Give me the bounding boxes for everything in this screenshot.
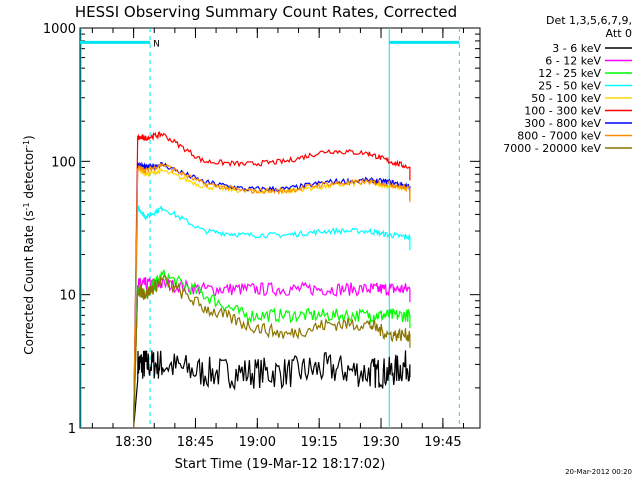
y-tick-label: 10 <box>59 289 76 304</box>
legend-label: 25 - 50 keV <box>538 80 601 93</box>
x-tick-label: 18:45 <box>177 435 214 450</box>
x-tick-label: 19:30 <box>362 435 399 450</box>
series-line <box>133 165 411 428</box>
y-axis-label-part: Corrected Count Rate (s <box>22 210 36 354</box>
legend-title: Det 1,3,5,6,7,9, <box>546 14 632 27</box>
legend-subtitle: Att 0 <box>606 27 632 40</box>
x-tick-label: 19:45 <box>424 435 461 450</box>
y-axis-label-part: detector <box>22 148 36 203</box>
y-axis-label-sup: -1 <box>22 202 31 210</box>
series-line <box>133 350 411 428</box>
series-line <box>133 276 411 428</box>
series-line <box>133 161 411 428</box>
plot-area: 1 10 100 1000 18:30 18:45 19:00 19:15 19:30 19:45… <box>43 22 481 450</box>
y-axis-label-sup: -1 <box>22 140 31 148</box>
series-line <box>133 131 411 428</box>
y-tick-label: 1 <box>68 422 76 437</box>
series-line <box>133 205 411 428</box>
y-tick-label: 1000 <box>43 22 76 37</box>
y-axis-label-part: ) <box>22 135 36 140</box>
series-line <box>133 274 411 428</box>
legend-label: 300 - 800 keV <box>524 117 601 130</box>
series-line <box>133 163 411 428</box>
series-line <box>133 269 411 428</box>
legend-label: 100 - 300 keV <box>524 105 601 118</box>
series-group <box>133 131 411 428</box>
legend-label: 6 - 12 keV <box>545 55 601 68</box>
x-tick-label: 18:30 <box>115 435 152 450</box>
legend-label: 12 - 25 keV <box>538 67 601 80</box>
night-flag: N <box>153 39 160 49</box>
y-axis-label: Corrected Count Rate (s-1 detector-1) <box>22 135 36 354</box>
chart-title: HESSI Observing Summary Count Rates, Cor… <box>75 3 457 21</box>
footer-date: 20-Mar-2012 00:20 <box>565 468 632 476</box>
legend-label: 7000 - 20000 keV <box>503 142 601 155</box>
x-tick-label: 19:00 <box>239 435 276 450</box>
legend-label: 3 - 6 keV <box>552 42 601 55</box>
legend-label: 50 - 100 keV <box>531 92 601 105</box>
plot-frame <box>79 27 481 429</box>
x-axis-label: Start Time (19-Mar-12 18:17:02) <box>175 457 386 472</box>
x-tick-label: 19:15 <box>300 435 337 450</box>
legend-label: 800 - 7000 keV <box>517 130 601 143</box>
y-tick-label: 100 <box>51 155 76 170</box>
